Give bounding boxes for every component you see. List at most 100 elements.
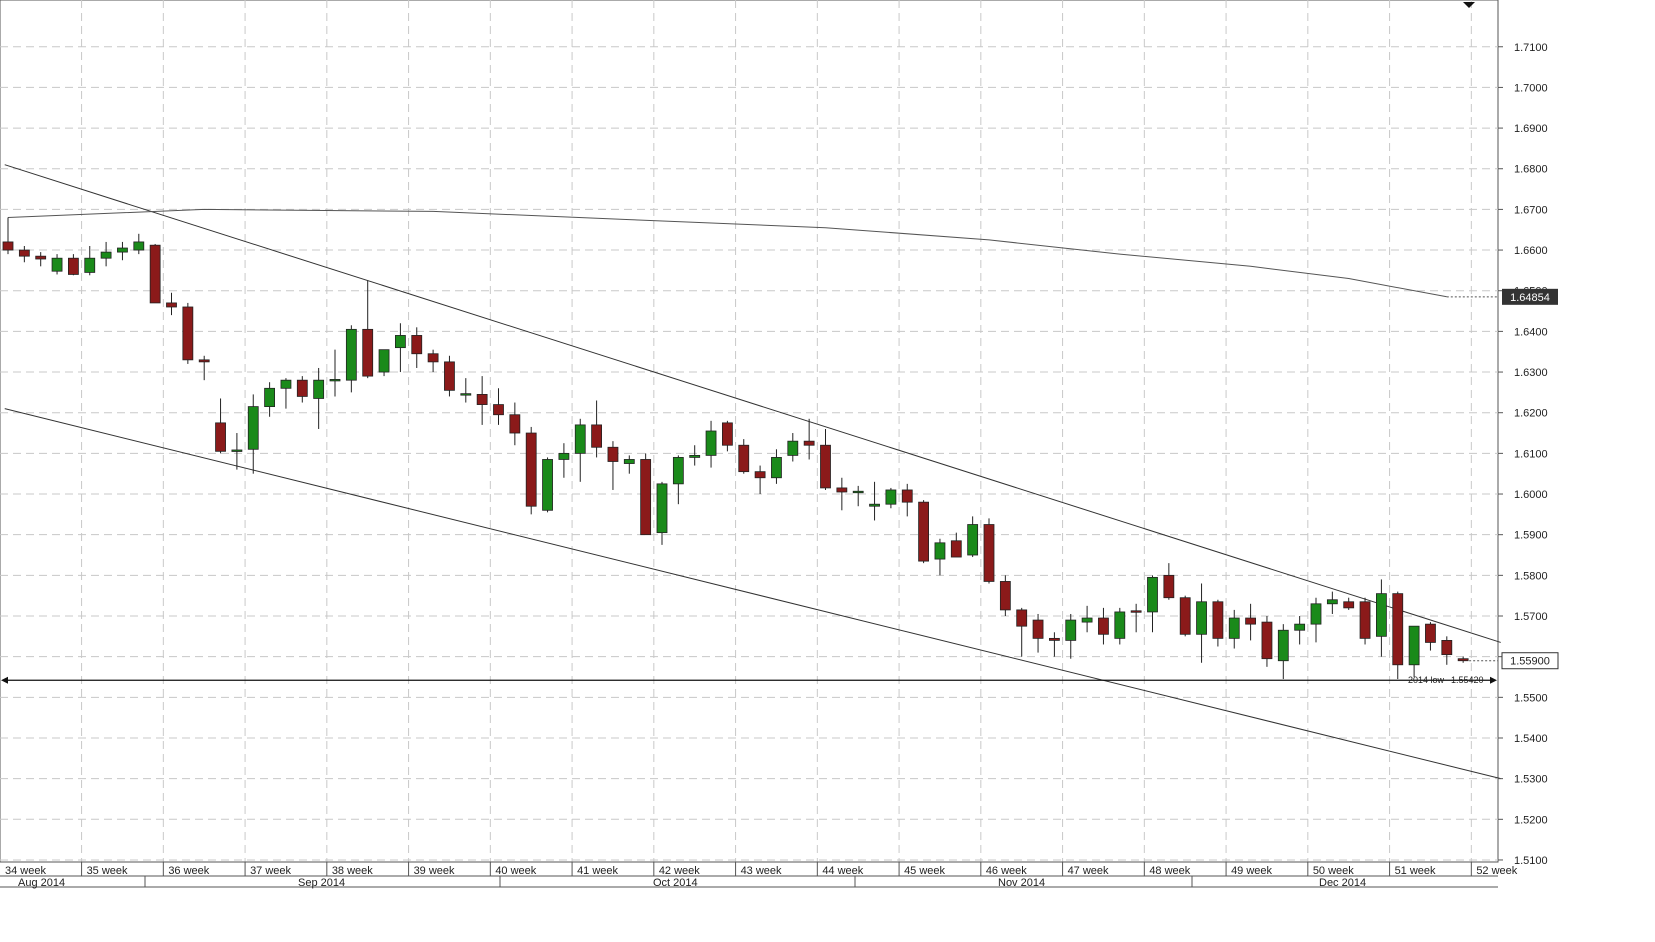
candle xyxy=(623,455,635,474)
candle xyxy=(509,402,521,446)
candle-body xyxy=(427,353,439,363)
candle-body xyxy=(1425,623,1436,643)
candle-body xyxy=(35,255,47,260)
candle xyxy=(672,455,684,505)
candle xyxy=(1130,603,1142,633)
candle xyxy=(345,325,357,393)
candle-body xyxy=(901,489,913,503)
candle-body xyxy=(656,483,668,534)
candle xyxy=(836,477,848,511)
candle-body xyxy=(509,414,521,434)
y-tick-label: 1.6700 xyxy=(1514,204,1548,216)
candle-body xyxy=(558,452,570,460)
candle xyxy=(100,241,112,267)
candle-body xyxy=(771,457,782,479)
candle-body xyxy=(525,432,537,507)
candle-body xyxy=(149,244,161,304)
candle-body xyxy=(754,471,766,479)
candle xyxy=(1065,613,1077,659)
support-arrow-left xyxy=(1,676,8,684)
candle-body xyxy=(1179,597,1191,635)
candle-body xyxy=(1114,611,1126,639)
candle xyxy=(378,349,390,377)
candle-body xyxy=(1081,617,1093,623)
candle-body xyxy=(182,306,194,361)
candle xyxy=(362,280,374,379)
candle-body xyxy=(1392,593,1404,666)
candle xyxy=(1098,607,1109,645)
annotation-2014-low-value: 1.55420 xyxy=(1451,675,1484,685)
candle-body xyxy=(820,444,831,489)
week-label: 45 week xyxy=(904,865,945,877)
candle-body xyxy=(1457,658,1469,662)
y-tick-label: 1.5700 xyxy=(1514,611,1548,623)
candle xyxy=(754,465,766,495)
candle xyxy=(722,420,733,452)
candle-body xyxy=(1130,610,1142,613)
week-label: 39 week xyxy=(414,865,455,877)
candle xyxy=(1179,595,1191,637)
candle-body xyxy=(2,241,14,251)
week-label: 43 week xyxy=(741,865,782,877)
candle-body xyxy=(950,540,962,558)
candle xyxy=(215,398,226,454)
candle-body xyxy=(117,247,128,253)
candle-body xyxy=(738,444,750,473)
candle xyxy=(542,457,553,513)
candle xyxy=(117,241,128,261)
candle-body xyxy=(836,487,848,493)
month-label: Dec 2014 xyxy=(1319,877,1366,889)
candle xyxy=(1310,597,1322,643)
candle-body xyxy=(542,459,553,511)
week-label: 35 week xyxy=(87,865,128,877)
candle-body xyxy=(231,449,243,452)
y-tick-label: 1.6400 xyxy=(1514,326,1548,338)
y-tick-label: 1.7100 xyxy=(1514,42,1548,54)
y-tick-label: 1.6900 xyxy=(1514,123,1548,135)
candle xyxy=(901,483,913,517)
moving-average-line xyxy=(7,208,1447,298)
week-label: 46 week xyxy=(986,865,1027,877)
candle-body xyxy=(68,257,79,275)
week-label: 40 week xyxy=(495,865,536,877)
candle xyxy=(411,327,423,368)
candle xyxy=(1326,591,1338,614)
candle xyxy=(934,538,946,576)
x-axis: 34 week 35 week 36 week 37 week 38 week 39 we… xyxy=(0,2,1518,889)
candle xyxy=(247,394,259,474)
candle-body xyxy=(362,328,374,377)
candle-body xyxy=(1212,601,1224,639)
candle-body xyxy=(983,524,995,582)
candle-body xyxy=(1245,617,1256,625)
candle xyxy=(329,349,341,397)
week-label: 36 week xyxy=(168,865,209,877)
candle-body xyxy=(574,424,586,454)
week-label: 41 week xyxy=(577,865,618,877)
candle xyxy=(656,481,668,545)
candle-body xyxy=(329,379,341,382)
candle-body xyxy=(869,503,880,507)
candle xyxy=(918,500,929,564)
channel-upper-line xyxy=(4,164,1501,643)
week-label: 34 week xyxy=(5,865,46,877)
candle-body xyxy=(1261,621,1273,660)
candle-body xyxy=(1343,601,1355,609)
candle-body xyxy=(264,387,276,408)
candle xyxy=(493,388,504,425)
candle xyxy=(1425,622,1436,651)
y-tick-label: 1.6300 xyxy=(1514,367,1548,379)
week-label: 47 week xyxy=(1068,865,1109,877)
candle-body xyxy=(378,349,390,373)
candle-body xyxy=(394,335,406,349)
candle xyxy=(2,217,14,255)
candle xyxy=(18,245,30,263)
candle-body xyxy=(934,542,946,560)
candle-body xyxy=(1408,625,1420,666)
candle xyxy=(444,355,455,397)
month-label: Sep 2014 xyxy=(298,877,345,889)
candle xyxy=(1228,609,1240,649)
candle xyxy=(84,245,96,276)
candle xyxy=(1245,603,1256,641)
candle-body xyxy=(885,489,897,505)
